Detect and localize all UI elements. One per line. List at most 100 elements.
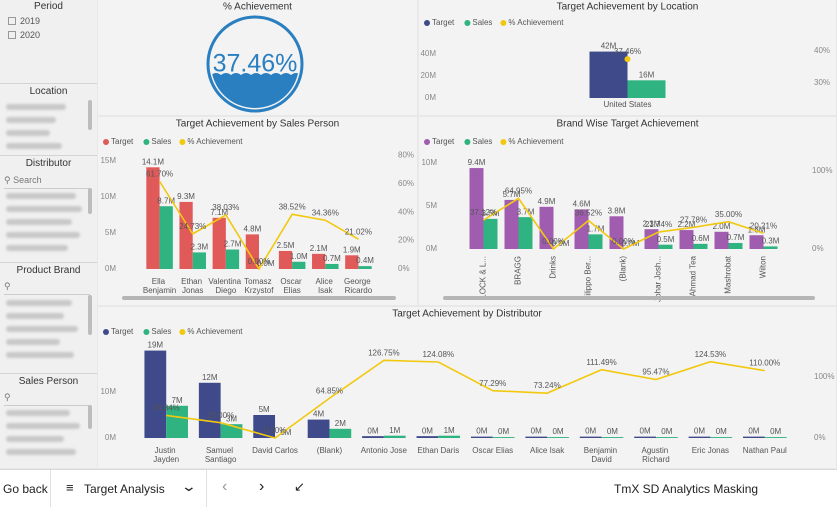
slicer-title: Location xyxy=(29,86,68,97)
bar xyxy=(292,261,306,269)
item-label: 2019 xyxy=(20,16,41,26)
data-label: 0M xyxy=(694,427,705,436)
y-tick-label: 15M xyxy=(100,156,116,165)
line-label: 34.36% xyxy=(312,208,339,217)
label-line: Ella xyxy=(152,277,168,286)
bar xyxy=(358,266,372,269)
x-tick-label: Samuel Santiago xyxy=(205,446,237,464)
line-point xyxy=(624,56,631,63)
bar xyxy=(589,51,628,98)
masked-item xyxy=(6,449,76,455)
bar xyxy=(743,436,765,438)
data-label: 0.3M xyxy=(762,237,780,246)
scrollbar[interactable] xyxy=(88,100,92,130)
label-line: Elias xyxy=(283,286,300,295)
bar xyxy=(679,230,694,249)
dropdown-icon[interactable]: ⌄ xyxy=(180,478,198,494)
line-label: 61.70% xyxy=(146,169,173,178)
data-label: 2.5M xyxy=(277,241,295,250)
legend-label: % Achievement xyxy=(187,137,243,146)
label-line: Richard xyxy=(642,455,670,464)
line-label: 36.84% xyxy=(153,404,180,413)
scrollbar[interactable] xyxy=(88,188,92,214)
legend-swatch xyxy=(143,139,150,145)
scrollbar[interactable] xyxy=(122,296,396,300)
chart-title: Target Achievement by Sales Person xyxy=(176,119,339,130)
chart-title: Brand Wise Target Achievement xyxy=(556,119,698,130)
label-line: Jayden xyxy=(153,455,179,464)
data-label: 12M xyxy=(202,373,218,382)
x-tick-label: Agustin Richard xyxy=(642,446,671,464)
bar xyxy=(492,437,515,438)
data-label: 0M xyxy=(422,426,433,435)
line-label: 64.85% xyxy=(316,386,343,395)
x-tick-label: Oscar Elias xyxy=(472,446,513,455)
page-selector[interactable]: Target Analysis xyxy=(84,482,165,496)
x-tick-label: Alice Isak xyxy=(316,277,336,295)
bar xyxy=(749,235,764,249)
data-label: 0M xyxy=(661,427,672,436)
data-label: 1M xyxy=(444,426,455,435)
scrollbar[interactable] xyxy=(443,296,815,300)
y-tick-label: 0M xyxy=(105,433,116,442)
bar xyxy=(225,249,240,269)
masked-item xyxy=(6,339,60,345)
x-tick-label: Alice Isak xyxy=(530,446,565,455)
y-tick-label: 5M xyxy=(105,228,116,237)
label-line: Diego xyxy=(215,286,236,295)
collapse-icon[interactable]: ↙ xyxy=(294,479,305,494)
legend-label: Sales xyxy=(151,327,171,336)
y-tick-label: 0M xyxy=(426,244,437,253)
bar xyxy=(438,435,461,438)
bar xyxy=(588,234,603,249)
x-tick-label: Valentina Diego xyxy=(208,277,243,295)
legend-swatch xyxy=(103,139,109,145)
label-line: Alice xyxy=(316,277,336,286)
data-label: 2.2M xyxy=(678,220,696,229)
label-line: Ricardo xyxy=(345,286,373,295)
y2-tick-label: 30% xyxy=(814,78,830,87)
data-label: 0.0M xyxy=(257,259,275,268)
line-label: 25.00% xyxy=(207,411,234,420)
y2-tick-label: 60% xyxy=(398,179,414,188)
x-tick-label: Antonio Jose xyxy=(361,446,408,455)
label-line: Benjamin xyxy=(584,446,620,455)
line-label: 20.21% xyxy=(750,221,777,230)
data-label: 2.3M xyxy=(643,219,661,228)
bar xyxy=(307,419,330,438)
slicer-item[interactable]: 2019 xyxy=(8,16,40,26)
slicer-item[interactable]: 2020 xyxy=(8,30,40,40)
back-button[interactable]: Go back xyxy=(3,482,48,496)
bar xyxy=(278,250,293,269)
gauge-value: 37.46% xyxy=(213,50,298,78)
line-label: 0.00% xyxy=(248,257,271,266)
menu-icon[interactable]: ≡ xyxy=(66,480,74,495)
data-label: 0.7M xyxy=(727,233,745,242)
data-label: 42M xyxy=(601,42,617,51)
scrollbar[interactable] xyxy=(88,295,92,335)
divider xyxy=(206,470,207,507)
legend-swatch xyxy=(464,139,471,145)
search-box[interactable]: ⚲ Search xyxy=(4,175,90,189)
search-box[interactable]: ⚲ xyxy=(4,392,90,406)
search-box[interactable]: ⚲ xyxy=(4,281,90,295)
x-tick-label: BRAGG xyxy=(514,256,523,285)
scrollbar[interactable] xyxy=(88,405,92,429)
divider xyxy=(50,470,51,507)
bar xyxy=(539,206,554,249)
data-label: 5.7M xyxy=(503,190,521,199)
bar xyxy=(179,201,193,269)
data-label: 1.9M xyxy=(343,245,361,254)
next-page[interactable]: › xyxy=(259,478,265,495)
y2-tick-label: 100% xyxy=(812,166,832,175)
report-name: TmX SD Analytics Masking xyxy=(614,482,759,496)
prev-page[interactable]: ‹ xyxy=(222,478,228,495)
legend-swatch xyxy=(179,329,186,335)
bar xyxy=(469,168,484,249)
bar xyxy=(714,231,729,249)
bar xyxy=(192,252,206,269)
data-label: 7.1M xyxy=(210,208,228,217)
bar xyxy=(634,436,656,438)
data-label: 2.1M xyxy=(310,244,328,253)
label-line: Isak xyxy=(318,286,334,295)
